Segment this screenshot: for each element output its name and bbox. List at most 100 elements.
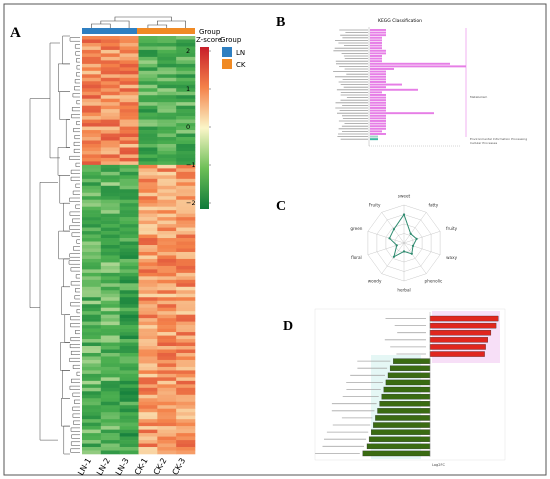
heatmap-cell — [138, 119, 158, 124]
heatmap-cell — [138, 245, 158, 249]
heatmap-cell — [176, 67, 196, 72]
heatmap-cell — [100, 373, 120, 378]
heatmap-cell — [100, 213, 120, 218]
heatmap-cell — [176, 36, 196, 40]
heatmap-cell — [138, 408, 158, 413]
heatmap-cell — [138, 189, 158, 194]
kegg-bar — [370, 86, 386, 89]
heatmap-cell — [176, 150, 196, 155]
heatmap-cell — [119, 77, 139, 82]
heatmap-cell — [119, 210, 139, 214]
heatmap-cell — [176, 321, 196, 326]
radar-point — [409, 232, 412, 235]
heatmap-cell — [119, 318, 139, 322]
heatmap-cell — [82, 60, 102, 65]
heatmap-cell — [138, 426, 158, 430]
heatmap-cell — [100, 258, 120, 263]
heatmap-cell — [100, 290, 120, 295]
heatmap-cell — [100, 105, 120, 110]
heatmap-cell — [100, 130, 120, 134]
heatmap-cell — [157, 192, 177, 197]
heatmap-cell — [100, 401, 120, 406]
heatmap-cell — [138, 109, 158, 113]
heatmap-cell — [176, 168, 196, 173]
radar-axis-label: green — [350, 226, 362, 231]
heatmap-cell — [119, 328, 139, 333]
radar-spoke — [381, 242, 405, 274]
heatmap-cell — [176, 269, 196, 274]
heatmap-cell — [119, 196, 139, 201]
heatmap-cell — [119, 384, 139, 389]
heatmap-cell — [138, 429, 158, 434]
heatmap-cell — [176, 359, 196, 364]
heatmap-cell — [176, 238, 196, 242]
heatmap-cell — [82, 314, 102, 319]
heatmap-cell — [176, 422, 196, 427]
heatmap-cell — [176, 408, 196, 413]
heatmap-cell — [138, 206, 158, 211]
heatmap-cell — [157, 440, 177, 444]
heatmap-cell — [119, 164, 139, 169]
heatmap-cell — [82, 203, 102, 207]
heatmap-cell — [119, 116, 139, 120]
heatmap-cell — [82, 265, 102, 270]
heatmap-cell — [100, 137, 120, 141]
heatmap-cell — [82, 74, 102, 79]
heatmap-cell — [157, 332, 177, 336]
heatmap-cell — [176, 265, 196, 270]
heatmap-cell — [138, 56, 158, 61]
heatmap-cell — [100, 328, 120, 333]
heatmap-cell — [157, 255, 177, 260]
heatmap-cell — [138, 325, 158, 329]
heatmap-cell — [138, 196, 158, 201]
heatmap-cell — [176, 147, 196, 152]
heatmap-cell — [82, 286, 102, 291]
heatmap-cell — [138, 213, 158, 218]
kegg-bar — [370, 60, 382, 63]
heatmap-cell — [176, 203, 196, 207]
kegg-bar — [370, 83, 402, 86]
heatmap-cell — [138, 352, 158, 357]
heatmap-cell — [82, 405, 102, 410]
heatmap-cell — [157, 342, 177, 347]
heatmap-cell — [157, 283, 177, 288]
heatmap-cell — [100, 63, 120, 68]
kegg-bar — [370, 138, 378, 141]
heatmap-cell — [157, 49, 177, 54]
heatmap-cell — [157, 150, 177, 155]
heatmap-cell — [157, 433, 177, 437]
heatmap-cell — [157, 450, 177, 455]
heatmap-cell — [138, 130, 158, 134]
heatmap-cell — [119, 321, 139, 326]
radar-spoke — [403, 242, 441, 255]
heatmap-cell — [119, 213, 139, 218]
zscore-ticks: 2 1 0 −1 −2 — [186, 47, 211, 207]
heatmap-cell — [138, 102, 158, 106]
heatmap-cell — [82, 206, 102, 211]
heatmap-cell — [157, 300, 177, 305]
heatmap-cell — [100, 255, 120, 260]
heatmap-cell — [119, 272, 139, 277]
diverging-bar — [362, 450, 431, 457]
heatmap-cell — [100, 415, 120, 420]
heatmap-cell — [119, 123, 139, 127]
heatmap-cell — [119, 359, 139, 364]
heatmap-cell — [157, 391, 177, 396]
heatmap-cell — [138, 373, 158, 378]
heatmap-cell — [82, 116, 102, 120]
heatmap-cell — [157, 42, 177, 47]
heatmap-cell — [138, 415, 158, 420]
heatmap-cell — [157, 335, 177, 340]
diverging-bar — [375, 415, 431, 421]
heatmap-cell — [176, 443, 196, 448]
legend-label-ck: CK — [236, 61, 246, 69]
heatmap-cell — [138, 269, 158, 274]
heatmap-cell — [119, 36, 139, 40]
heatmap-cell — [82, 332, 102, 336]
diverging-bar — [429, 330, 492, 336]
heatmap-cell — [100, 370, 120, 375]
heatmap-cell — [100, 168, 120, 173]
heatmap-cell — [138, 161, 158, 166]
radar-spoke — [403, 212, 427, 244]
heatmap-cell — [119, 147, 139, 152]
